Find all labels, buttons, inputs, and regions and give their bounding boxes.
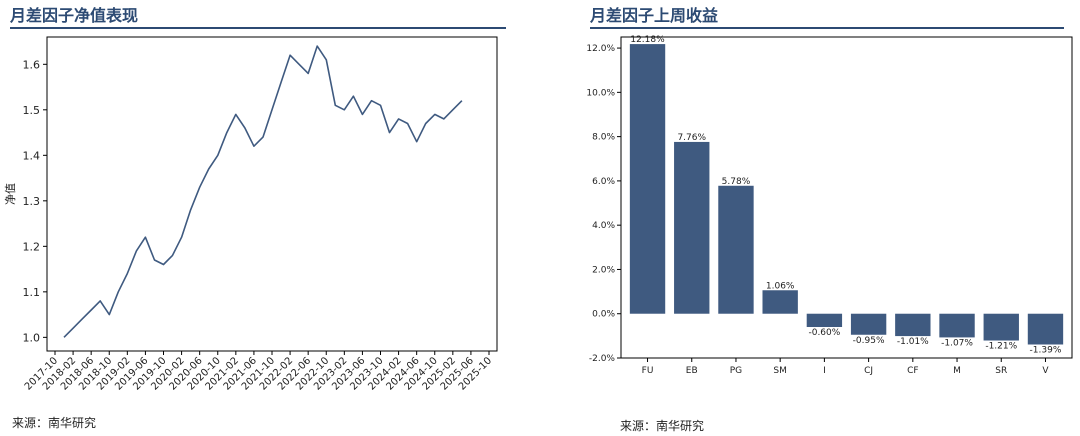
- x-tick-label: FU: [642, 366, 654, 376]
- bar-value-label: 5.78%: [722, 177, 751, 187]
- y-tick-label: 10.0%: [586, 88, 615, 98]
- bar-sr: [983, 313, 1019, 341]
- bar-value-label: -0.60%: [808, 328, 840, 338]
- y-tick-label: 1.2: [23, 240, 41, 253]
- bar-value-label: 7.76%: [677, 133, 706, 143]
- y-tick-label: 1.3: [23, 195, 41, 208]
- y-tick-label: 1.6: [23, 58, 41, 71]
- x-tick-label: CJ: [864, 366, 873, 376]
- right-chart-title: 月差因子上周收益: [590, 6, 719, 25]
- bar-value-label: -1.21%: [985, 342, 1017, 352]
- y-tick-label: 1.4: [23, 149, 41, 162]
- x-tick-label: M: [953, 366, 961, 376]
- bar-value-label: -1.39%: [1030, 345, 1062, 355]
- x-tick-label: CF: [907, 366, 918, 376]
- bar-value-label: -1.01%: [897, 337, 929, 347]
- bar-cj: [850, 313, 887, 335]
- x-tick-label: SR: [995, 366, 1007, 376]
- bar-value-label: 1.06%: [766, 281, 795, 291]
- bar-value-label: -0.95%: [853, 336, 885, 346]
- y-tick-label: 8.0%: [592, 133, 615, 143]
- x-tick-label: EB: [686, 366, 698, 376]
- y-axis-label: 净值: [3, 183, 17, 205]
- y-tick-label: 1.5: [23, 104, 41, 117]
- y-tick-label: 1.0: [23, 331, 41, 344]
- weekly-return-bar-chart: -2.0% 0.0% 2.0% 4.0% 6.0% 8.0% 10.0% 12.0% 12.18…: [586, 35, 1073, 376]
- y-tick-label: 0.0%: [592, 310, 615, 320]
- x-tick-label: PG: [730, 366, 742, 376]
- right-title-rule: [590, 27, 1064, 29]
- bar-cf: [895, 313, 931, 337]
- bar-fu: [629, 44, 666, 314]
- left-chart-title: 月差因子净值表现: [10, 6, 139, 25]
- bar-value-label: 12.18%: [630, 35, 665, 45]
- bar-sm: [762, 290, 798, 314]
- right-source-note: 来源：南华研究: [620, 419, 705, 433]
- bar-i: [806, 313, 843, 328]
- bar-m: [939, 313, 975, 338]
- x-tick-label: I: [823, 366, 826, 376]
- net-value-line-chart: 1.01.11.21.31.41.51.62017-102018-022018-…: [3, 36, 498, 393]
- bar-pg: [718, 185, 754, 314]
- net-value-series-line: [63, 45, 463, 338]
- x-tick-label: V: [1042, 366, 1049, 376]
- y-tick-label: 12.0%: [586, 44, 615, 54]
- y-tick-label: 6.0%: [592, 177, 615, 187]
- y-tick-label: -2.0%: [589, 354, 616, 364]
- left-title-rule: [10, 27, 506, 29]
- y-tick-label: 2.0%: [592, 265, 615, 275]
- bar-value-label: -1.07%: [941, 338, 973, 348]
- bar-eb: [674, 141, 710, 314]
- line-plot-frame: [46, 36, 498, 352]
- bar-plot-frame: [620, 36, 1073, 359]
- bar-v: [1027, 313, 1064, 345]
- left-source-note: 来源：南华研究: [12, 416, 97, 430]
- y-tick-label: 1.1: [23, 286, 41, 299]
- x-tick-label: SM: [773, 366, 786, 376]
- y-tick-label: 4.0%: [592, 221, 615, 231]
